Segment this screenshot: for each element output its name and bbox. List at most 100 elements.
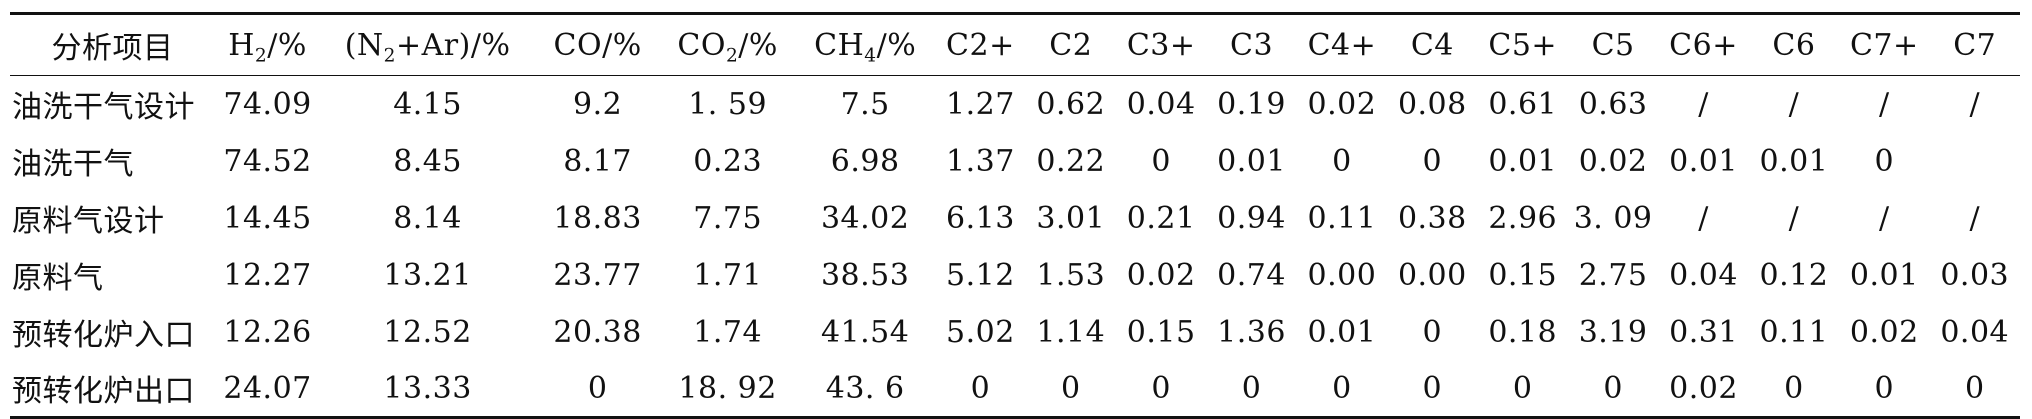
header-co2-unit: /% [738,27,778,63]
table-cell: / [1878,200,1890,236]
table-cell: 20.38 [553,314,642,350]
table-cell: 0.21 [1126,200,1196,236]
table-cell: 0.02 [1849,314,1919,350]
table-cell: 8.45 [393,143,462,179]
table-cell: 3. 09 [1573,200,1653,236]
table-cell: 1.53 [1036,257,1106,293]
table-cell: 0 [587,370,608,406]
table-cell: 0 [1060,370,1081,406]
table-cell: / [1788,86,1800,122]
table-cell: 0.02 [1307,86,1377,122]
table-cell: 41.54 [820,314,910,350]
table-cell: 1.27 [945,86,1015,122]
table-cell: 0.01 [1669,143,1738,179]
header-c4: C4 [1410,27,1454,63]
table-cell: 74.09 [223,86,312,122]
header-c2-plus: C2+ [946,27,1015,63]
table-row: 原料气设计 14.45 8.14 18.83 7.75 34.02 6.13 3.01 0.21… [10,190,2020,247]
table-cell: 5.12 [945,257,1015,293]
header-c5: C5 [1591,27,1635,63]
table-cell: 3.19 [1578,314,1648,350]
table-cell: 0.01 [1488,143,1558,179]
table-cell: / [1969,86,1981,122]
table-cell: 38.53 [820,257,910,293]
table-row: 油洗干气设计 74.09 4.15 9.2 1. 59 7.5 1.27 0.62 0.04 0.… [10,76,2020,133]
table-cell: 0.01 [1849,257,1919,293]
table-cell: 3.01 [1036,200,1106,236]
table-cell: 0.02 [1578,143,1648,179]
table-cell [1929,133,2020,190]
table-cell: 0 [1422,314,1443,350]
table-cell: 34.02 [820,200,910,236]
table-cell: 0 [1874,370,1895,406]
table-cell: 13.33 [383,370,472,406]
row-label: 油洗干气 [12,147,134,182]
header-ch4-unit: /% [876,27,917,63]
header-c3-plus: C3+ [1126,27,1196,63]
table-cell: 0.01 [1307,314,1377,350]
table-cell: 0 [1241,370,1262,406]
header-c5-plus: C5+ [1488,27,1558,63]
header-row: 分析项目 H2/% (N2+Ar)/% CO/% CO2/% CH4/% C2+… [10,13,2020,76]
table-cell: 0.62 [1036,86,1106,122]
header-co2-main: CO [677,27,726,63]
table-cell: 6.13 [945,200,1015,236]
table-cell: 0 [1874,143,1895,179]
header-n2-sub: 2 [383,45,396,66]
table-cell: / [1698,86,1709,122]
table-cell: 14.45 [223,200,312,236]
table-cell: 5.02 [945,314,1015,350]
header-co2-sub: 2 [725,45,739,66]
table-cell: 9.2 [573,86,623,122]
row-label: 原料气 [12,261,104,296]
table-cell: 0.02 [1669,370,1738,406]
row-label: 预转化炉入口 [12,318,195,353]
table-cell: 0.15 [1488,257,1558,293]
table-cell: 0 [1422,370,1443,406]
table-cell: 0.00 [1307,257,1377,293]
table-cell: 0.02 [1126,257,1196,293]
table-cell: / [1878,86,1890,122]
table-cell: 0.01 [1217,143,1286,179]
table-body: 油洗干气设计 74.09 4.15 9.2 1. 59 7.5 1.27 0.62 0.04 0.… [10,76,2020,418]
table-cell: 0.63 [1578,86,1648,122]
table-cell: 6.98 [830,143,900,179]
table-cell: 1.36 [1217,314,1286,350]
header-c6: C6 [1772,27,1816,63]
table-cell: 1.71 [693,257,763,293]
table-cell: 23.77 [553,257,642,293]
table-cell: 0.74 [1217,257,1286,293]
table-cell: 0.19 [1217,86,1286,122]
table-cell: 0 [1784,370,1804,406]
table-cell: 0 [970,370,991,406]
table-cell: 0.00 [1397,257,1467,293]
table-cell: 1. 59 [688,86,768,122]
header-ch4-main: CH [814,27,865,63]
header-c3: C3 [1230,27,1274,63]
table-cell: 0.22 [1036,143,1106,179]
table-cell: 4.15 [393,86,462,122]
table-cell: 12.27 [223,257,312,293]
header-h2-unit: /% [267,27,307,63]
table-cell: 0.23 [693,143,763,179]
table-cell: 0.12 [1759,257,1829,293]
header-co2: CO2/% [660,14,795,76]
header-n2-open: (N [344,27,384,63]
header-c6-plus: C6+ [1669,27,1738,63]
composition-table: 分析项目 H2/% (N2+Ar)/% CO/% CO2/% CH4/% C2+… [10,12,2020,419]
table-cell: 0.61 [1488,86,1558,122]
header-c7: C7 [1953,27,1997,63]
table-cell: 0 [1151,143,1171,179]
table-cell: 2.96 [1488,200,1558,236]
table-cell: 0.11 [1307,200,1377,236]
table-cell: 8.17 [563,143,633,179]
table-cell: 7.5 [840,86,890,122]
table-cell: 7.75 [693,200,763,236]
table-cell: 74.52 [223,143,312,179]
table-cell: 0 [1332,143,1352,179]
row-label: 油洗干气设计 [12,90,195,126]
table-cell: / [1969,200,1981,236]
header-ch4: CH4/% [795,14,935,76]
header-c2: C2 [1049,27,1093,63]
